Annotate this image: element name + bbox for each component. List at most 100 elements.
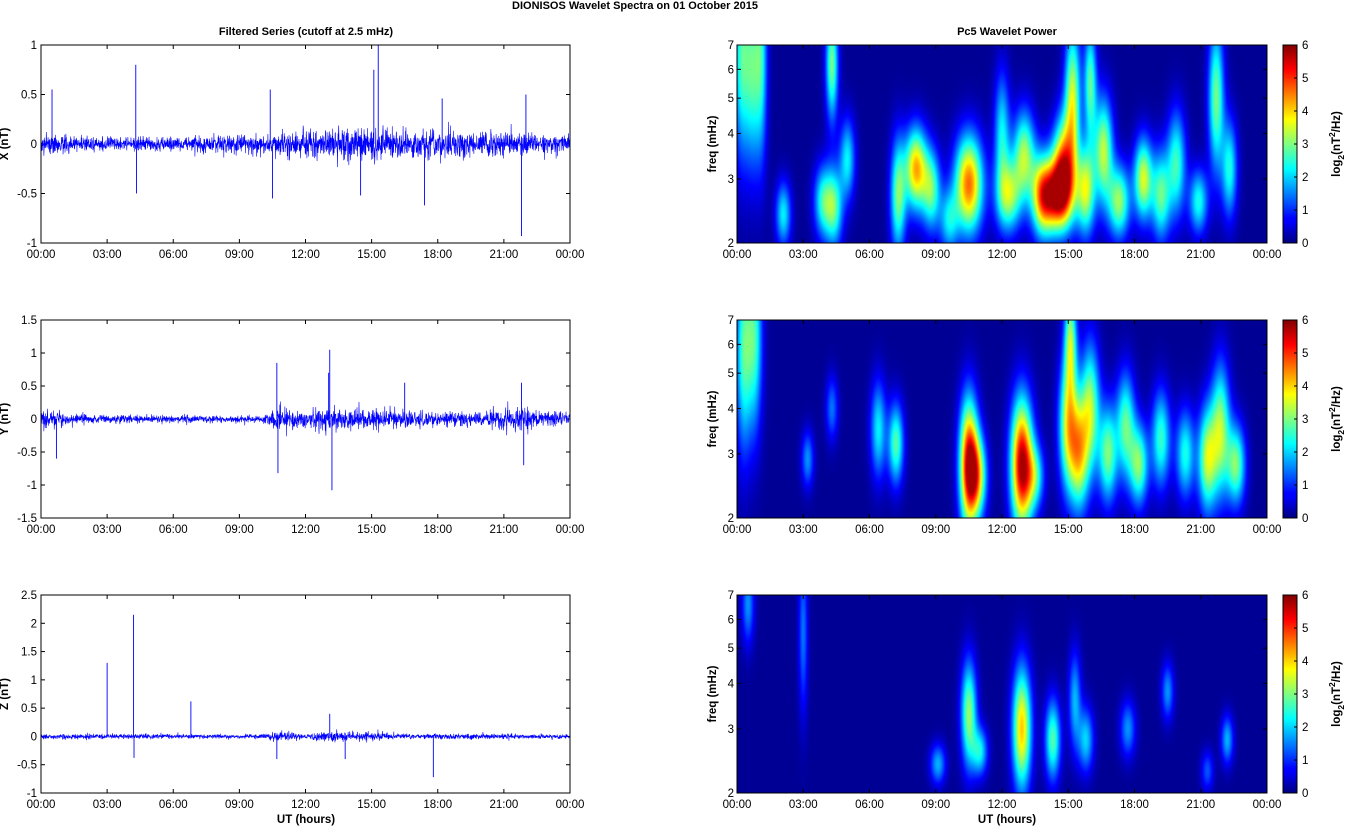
colorbar-label-log: log: [1331, 710, 1343, 727]
y-tick-label: 7: [728, 40, 734, 52]
colorbar-tick-label: 5: [1302, 348, 1308, 360]
x-tick-label: 09:00: [921, 249, 950, 261]
y-tick-label: 4: [728, 678, 735, 690]
x-tick-label: 03:00: [93, 249, 122, 261]
y-tick-label: 0.5: [21, 90, 37, 102]
y-power-ylabel: freq (mHz): [707, 390, 719, 447]
y-tick-label: 4: [728, 128, 735, 140]
y-tick-label: -0.5: [17, 189, 37, 201]
colorbar-tick-label: 3: [1302, 689, 1308, 701]
y-tick-label: 2: [31, 618, 37, 630]
y-tick-label: 0: [31, 414, 37, 426]
colorbar-tick-label: 6: [1302, 590, 1308, 602]
x-tick-label: 15:00: [357, 799, 386, 811]
right-column-title: Pc5 Wavelet Power: [957, 26, 1058, 38]
figure-title: DIONISOS Wavelet Spectra on 01 October 2…: [512, 0, 758, 12]
colorbar-label-base: 2: [1336, 430, 1346, 435]
x-tick-label: 00:00: [723, 799, 752, 811]
colorbar-tick-label: 0: [1302, 788, 1308, 800]
x-tick-label: 03:00: [789, 524, 818, 536]
x-tick-label: 12:00: [291, 524, 320, 536]
y-series-panel: -1.5 -1 -0.5 0 0.5 1 1.5 00:00 03:00 06:00 09:00 12…: [0, 315, 584, 536]
x-tick-label: 00:00: [723, 249, 752, 261]
colorbar-tick-label: 6: [1302, 315, 1308, 327]
z-power-ylabel: freq (mHz): [707, 665, 719, 722]
x-tick-label: 12:00: [291, 799, 320, 811]
y-tick-label: 1: [31, 40, 37, 52]
y-tick-label: 1: [31, 675, 37, 687]
colorbar-tick-label: 1: [1302, 205, 1308, 217]
x-tick-label: 12:00: [988, 249, 1017, 261]
x-tick-label: 00:00: [27, 249, 56, 261]
y-tick-label: 1.5: [21, 315, 37, 327]
y-tick-label: -0.5: [17, 447, 37, 459]
colorbar-label-close: /Hz): [1331, 111, 1343, 132]
y-tick-label: 3: [728, 724, 734, 736]
y-tick-label: 4: [728, 403, 735, 415]
x-tick-label: 06:00: [159, 799, 188, 811]
y-tick-label: -1.5: [17, 513, 37, 525]
x-tick-label: 00:00: [27, 524, 56, 536]
x-tick-label: 00:00: [556, 524, 585, 536]
x-tick-label: 21:00: [1186, 524, 1215, 536]
x-series-ylabel: X (nT): [0, 128, 11, 161]
x-tick-label: 00:00: [1253, 799, 1282, 811]
y-series-trace: [40, 401, 571, 437]
colorbar-label-close: /Hz): [1331, 661, 1343, 682]
x-tick-label: 21:00: [489, 249, 518, 261]
y-tick-label: -1: [27, 238, 37, 250]
x-tick-label: 00:00: [27, 799, 56, 811]
x-tick-label: 15:00: [357, 524, 386, 536]
colorbar-tick-label: 6: [1302, 40, 1308, 52]
colorbar-label-log: log: [1331, 435, 1343, 452]
x-tick-label: 18:00: [1120, 799, 1149, 811]
left-column-title: Filtered Series (cutoff at 2.5 mHz): [219, 26, 394, 38]
z-series-trace: [40, 729, 571, 743]
y-power-heatmap: [737, 320, 1267, 518]
x-tick-label: 09:00: [921, 524, 950, 536]
z-power-heatmap: [737, 595, 1267, 793]
x-tick-label: 15:00: [357, 249, 386, 261]
y-tick-label: 5: [728, 368, 734, 380]
colorbar-tick-label: 1: [1302, 480, 1308, 492]
x-tick-label: 21:00: [489, 799, 518, 811]
x-tick-label: 09:00: [225, 249, 254, 261]
x-series-trace: [40, 121, 571, 168]
x-tick-label: 03:00: [789, 799, 818, 811]
colorbar-tick-label: 2: [1302, 722, 1308, 734]
y-tick-label: -1: [27, 480, 37, 492]
colorbar-tick-label: 4: [1302, 656, 1309, 668]
y-tick-label: 2: [728, 238, 734, 250]
y-tick-label: 2: [728, 788, 734, 800]
colorbar-tick-label: 0: [1302, 513, 1308, 525]
y-tick-label: 5: [728, 643, 734, 655]
y-tick-label: -1: [27, 788, 37, 800]
x-tick-label: 18:00: [1120, 249, 1149, 261]
x-tick-label: 15:00: [1054, 799, 1083, 811]
y-tick-label: 0.5: [21, 381, 37, 393]
x-tick-label: 03:00: [93, 799, 122, 811]
x-tick-label: 12:00: [988, 799, 1017, 811]
x-tick-label: 06:00: [159, 249, 188, 261]
x-tick-label: 06:00: [159, 524, 188, 536]
y-series-ylabel: Y (nT): [0, 403, 11, 436]
colorbar-tick-label: 2: [1302, 447, 1308, 459]
x-tick-label: 09:00: [225, 524, 254, 536]
x-tick-label: 12:00: [291, 249, 320, 261]
x-tick-label: 21:00: [489, 524, 518, 536]
colorbar-label-open: (nT: [1331, 687, 1343, 705]
colorbar-tick-label: 0: [1302, 238, 1308, 250]
colorbar-label: log2(nT2/Hz): [1327, 661, 1346, 727]
y-tick-label: 6: [728, 614, 734, 626]
y-tick-label: 6: [728, 64, 734, 76]
x-axis-label-right: UT (hours): [978, 814, 1036, 826]
y-tick-label: 3: [728, 449, 734, 461]
colorbar-label-exp: 2: [1327, 132, 1337, 137]
x-tick-label: 06:00: [855, 249, 884, 261]
y-tick-label: 0: [31, 139, 37, 151]
colorbar-label: log2(nT2/Hz): [1327, 386, 1346, 452]
colorbar-tick-label: 2: [1302, 172, 1308, 184]
x-tick-label: 00:00: [556, 249, 585, 261]
